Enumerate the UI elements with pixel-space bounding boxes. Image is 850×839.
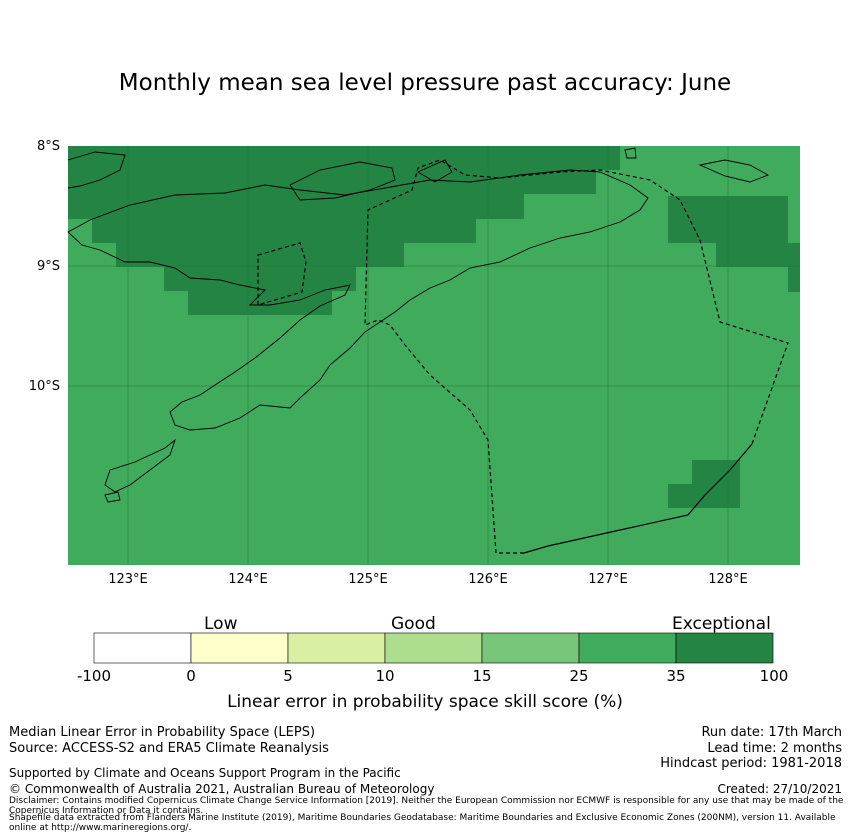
eez-boundary-inner bbox=[257, 242, 307, 306]
timor-island bbox=[67, 169, 649, 431]
skill-field-exceptional-east bbox=[668, 196, 800, 292]
colorbar-tick: 100 bbox=[759, 667, 789, 685]
footer-shapefile-credit: Shapefile data extracted from Flanders M… bbox=[9, 813, 836, 833]
sawu-island bbox=[104, 491, 121, 503]
colorbar-tick: 25 bbox=[569, 667, 589, 685]
alor-island bbox=[289, 161, 396, 201]
colorbar-swatch bbox=[287, 632, 386, 664]
colorbar-tick: -100 bbox=[76, 667, 112, 685]
footer-lead-time: Lead time: 2 months bbox=[707, 741, 842, 756]
colorbar-swatch bbox=[93, 632, 192, 664]
colorbar-tick: 5 bbox=[283, 667, 293, 685]
lon-label-123e: 123°E bbox=[108, 572, 148, 587]
footer-method: Median Linear Error in Probability Space… bbox=[9, 725, 316, 740]
lat-label-10s: 10°S bbox=[28, 379, 60, 394]
rote-island bbox=[104, 438, 176, 493]
footer-source: Source: ACCESS-S2 and ERA5 Climate Reana… bbox=[9, 741, 329, 756]
lon-label-124e: 124°E bbox=[228, 572, 268, 587]
lon-label-125e: 125°E bbox=[348, 572, 388, 587]
colorbar-swatch bbox=[190, 632, 289, 664]
skill-field-exceptional-south bbox=[668, 460, 740, 508]
eez-boundary bbox=[257, 159, 789, 554]
lon-label-127e: 127°E bbox=[588, 572, 628, 587]
skill-field-exceptional-north bbox=[68, 146, 620, 315]
small-island-ne bbox=[624, 147, 637, 159]
colorbar-tick: 15 bbox=[472, 667, 492, 685]
gridlines bbox=[68, 146, 800, 565]
footer-disclaimer: Disclaimer: Contains modified Copernicus… bbox=[9, 796, 844, 816]
footer-support: Supported by Climate and Oceans Support … bbox=[9, 766, 401, 780]
eez-boundary-dashed bbox=[364, 159, 789, 554]
colorbar-swatch bbox=[481, 632, 580, 664]
eez-boundary-solid bbox=[523, 443, 753, 554]
category-label-exceptional: Exceptional bbox=[672, 614, 771, 634]
flores-coast bbox=[67, 151, 126, 189]
wetar-island bbox=[417, 159, 453, 183]
footer-hindcast-period: Hindcast period: 1981-2018 bbox=[660, 756, 842, 771]
colorbar-swatch bbox=[578, 632, 677, 664]
colorbar-swatch bbox=[384, 632, 483, 664]
lon-label-128e: 128°E bbox=[708, 572, 748, 587]
chart-title: Monthly mean sea level pressure past acc… bbox=[118, 70, 732, 96]
lon-label-126e: 126°E bbox=[468, 572, 508, 587]
coastlines bbox=[67, 147, 770, 503]
lat-label-8s: 8°S bbox=[36, 139, 60, 154]
colorbar-tick: 35 bbox=[666, 667, 686, 685]
small-island-east bbox=[698, 159, 770, 183]
footer-run-date: Run date: 17th March bbox=[701, 725, 842, 740]
lat-label-9s: 9°S bbox=[36, 259, 60, 274]
category-label-good: Good bbox=[391, 614, 436, 634]
footer-copyright: © Commonwealth of Australia 2021, Austra… bbox=[9, 782, 435, 796]
colorbar bbox=[93, 632, 774, 664]
colorbar-swatch bbox=[675, 632, 774, 664]
footer-created: Created: 27/10/2021 bbox=[717, 782, 842, 796]
colorbar-label: Linear error in probability space skill … bbox=[227, 692, 623, 712]
category-label-low: Low bbox=[204, 614, 238, 634]
colorbar-tick: 0 bbox=[186, 667, 196, 685]
colorbar-tick: 10 bbox=[375, 667, 395, 685]
